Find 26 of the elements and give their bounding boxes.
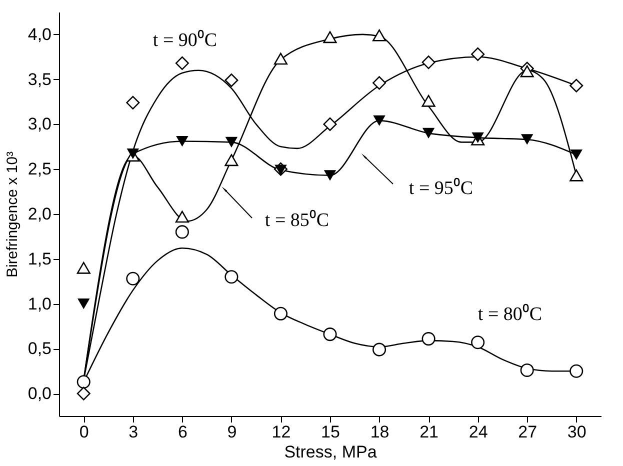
x-tick-label: 18 xyxy=(370,422,390,442)
x-tick-label: 24 xyxy=(468,422,488,442)
y-tick-label: 0,5 xyxy=(28,339,52,358)
y-tick-label: 1,0 xyxy=(28,294,52,314)
x-tick-label: 12 xyxy=(272,422,291,442)
y-tick-label: 2,0 xyxy=(28,204,52,224)
y-tick-label: 2,5 xyxy=(28,160,52,179)
y-tick-label: 1,5 xyxy=(28,249,52,268)
y-tick-label: 3,0 xyxy=(28,114,52,134)
annotation: t = 90⁰C xyxy=(152,29,218,51)
x-tick-label: 21 xyxy=(420,422,439,442)
annotation: t = 85⁰C xyxy=(264,209,330,231)
y-axis-title: Birefringence x 10³ xyxy=(4,152,21,278)
x-tick-label: 6 xyxy=(178,422,188,442)
x-tick-label: 30 xyxy=(567,422,586,442)
y-tick-label: 0,0 xyxy=(28,384,52,404)
x-tick-label: 15 xyxy=(321,422,340,442)
x-tick-label: 0 xyxy=(79,422,89,442)
y-tick-label: 4,0 xyxy=(28,24,52,44)
x-axis-title: Stress, MPa xyxy=(284,442,378,462)
x-tick-label: 27 xyxy=(518,422,538,442)
annotation: t = 80⁰C xyxy=(478,303,542,325)
x-tick-label: 9 xyxy=(227,422,237,442)
annotation: t = 95⁰C xyxy=(408,177,474,199)
x-tick-label: 3 xyxy=(128,422,138,442)
y-tick-label: 3,5 xyxy=(28,70,52,89)
